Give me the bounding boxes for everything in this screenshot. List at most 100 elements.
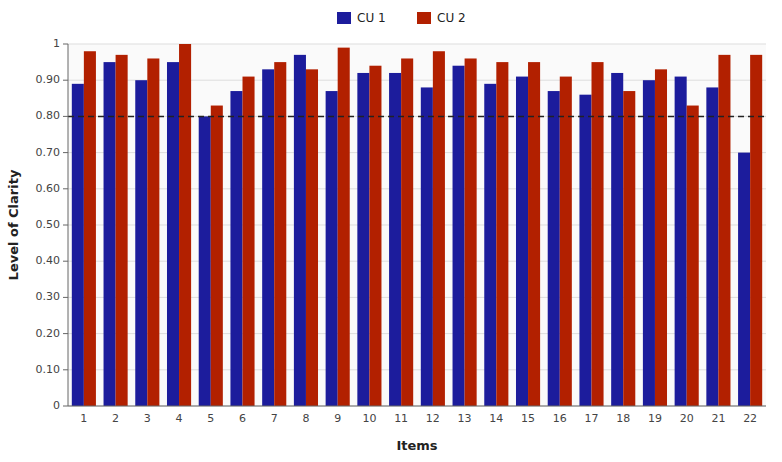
x-axis-title: Items xyxy=(396,438,437,453)
bar xyxy=(147,58,159,406)
x-tick-label: 21 xyxy=(711,412,725,425)
y-tick-label: 0.20 xyxy=(36,327,61,340)
y-tick xyxy=(63,297,68,298)
x-tick-label: 9 xyxy=(334,412,341,425)
bar xyxy=(338,48,350,406)
bar xyxy=(306,69,318,406)
x-tick-label: 17 xyxy=(585,412,599,425)
x-tick-label: 8 xyxy=(302,412,309,425)
bar xyxy=(243,77,255,406)
bar xyxy=(421,87,433,406)
bar xyxy=(357,73,369,406)
legend-swatch xyxy=(337,12,351,24)
bar xyxy=(135,80,147,406)
y-axis-title: Level of Clarity xyxy=(6,169,21,280)
y-axis-line xyxy=(68,44,69,406)
bar xyxy=(484,84,496,406)
y-tick xyxy=(63,225,68,226)
x-tick-label: 16 xyxy=(553,412,567,425)
bar xyxy=(230,91,242,406)
x-tick-label: 7 xyxy=(271,412,278,425)
legend: CU 1CU 2 xyxy=(337,11,466,25)
x-tick-label: 22 xyxy=(743,412,757,425)
y-tick-label: 0.60 xyxy=(36,182,61,195)
y-tick-label: 0.90 xyxy=(36,73,61,86)
x-tick-label: 14 xyxy=(489,412,503,425)
plot-background xyxy=(68,44,766,406)
y-tick xyxy=(63,406,68,407)
x-tick-label: 3 xyxy=(144,412,151,425)
bar xyxy=(548,91,560,406)
x-tick-label: 12 xyxy=(426,412,440,425)
bar xyxy=(496,62,508,406)
bar xyxy=(262,69,274,406)
y-tick xyxy=(63,116,68,117)
grid-line xyxy=(68,116,766,117)
bar xyxy=(433,51,445,406)
bar xyxy=(579,95,591,406)
y-tick-label: 0.50 xyxy=(36,218,61,231)
bar xyxy=(623,91,635,406)
bar xyxy=(199,116,211,406)
y-tick xyxy=(63,261,68,262)
legend-label: CU 2 xyxy=(437,11,466,25)
y-tick xyxy=(63,44,68,45)
y-tick xyxy=(63,80,68,81)
bar xyxy=(687,106,699,406)
y-tick xyxy=(63,188,68,189)
x-tick-label: 19 xyxy=(648,412,662,425)
bar xyxy=(611,73,623,406)
chart-container: 00.100.200.300.400.500.600.700.800.90112… xyxy=(0,0,782,462)
plot-area xyxy=(68,44,766,406)
bar xyxy=(211,106,223,406)
bar xyxy=(465,58,477,406)
bar xyxy=(516,77,528,406)
x-tick-label: 4 xyxy=(176,412,183,425)
bar xyxy=(167,62,179,406)
x-tick-label: 18 xyxy=(616,412,630,425)
bar xyxy=(655,69,667,406)
bar xyxy=(706,87,718,406)
bar xyxy=(738,153,750,406)
bar xyxy=(326,91,338,406)
reference-line xyxy=(68,116,766,118)
bar xyxy=(643,80,655,406)
bar xyxy=(718,55,730,406)
bar xyxy=(389,73,401,406)
y-tick-label: 0.10 xyxy=(36,363,61,376)
bar xyxy=(294,55,306,406)
x-tick-label: 15 xyxy=(521,412,535,425)
bar xyxy=(592,62,604,406)
bar xyxy=(401,58,413,406)
bar xyxy=(104,62,116,406)
x-tick-label: 5 xyxy=(207,412,214,425)
bar xyxy=(274,62,286,406)
y-tick-label: 1 xyxy=(53,37,60,50)
legend-swatch xyxy=(417,12,431,24)
y-tick-label: 0.40 xyxy=(36,254,61,267)
bar xyxy=(528,62,540,406)
x-axis-line xyxy=(68,406,766,407)
bar xyxy=(179,44,191,406)
x-tick-label: 6 xyxy=(239,412,246,425)
x-tick-label: 2 xyxy=(112,412,119,425)
bar xyxy=(116,55,128,406)
grid-line xyxy=(68,44,766,45)
y-tick xyxy=(63,152,68,153)
y-tick-label: 0.70 xyxy=(36,146,61,159)
x-tick-label: 11 xyxy=(394,412,408,425)
x-tick-label: 20 xyxy=(680,412,694,425)
y-tick-label: 0 xyxy=(53,399,60,412)
chart: 00.100.200.300.400.500.600.700.800.90112… xyxy=(0,0,782,462)
bar xyxy=(84,51,96,406)
y-tick-label: 0.30 xyxy=(36,290,61,303)
grid-line xyxy=(68,406,766,407)
y-tick xyxy=(63,333,68,334)
x-tick-label: 1 xyxy=(80,412,87,425)
bar xyxy=(560,77,572,406)
y-tick-label: 0.80 xyxy=(36,109,61,122)
y-tick xyxy=(63,369,68,370)
x-tick-label: 13 xyxy=(458,412,472,425)
bar xyxy=(675,77,687,406)
bar xyxy=(72,84,84,406)
